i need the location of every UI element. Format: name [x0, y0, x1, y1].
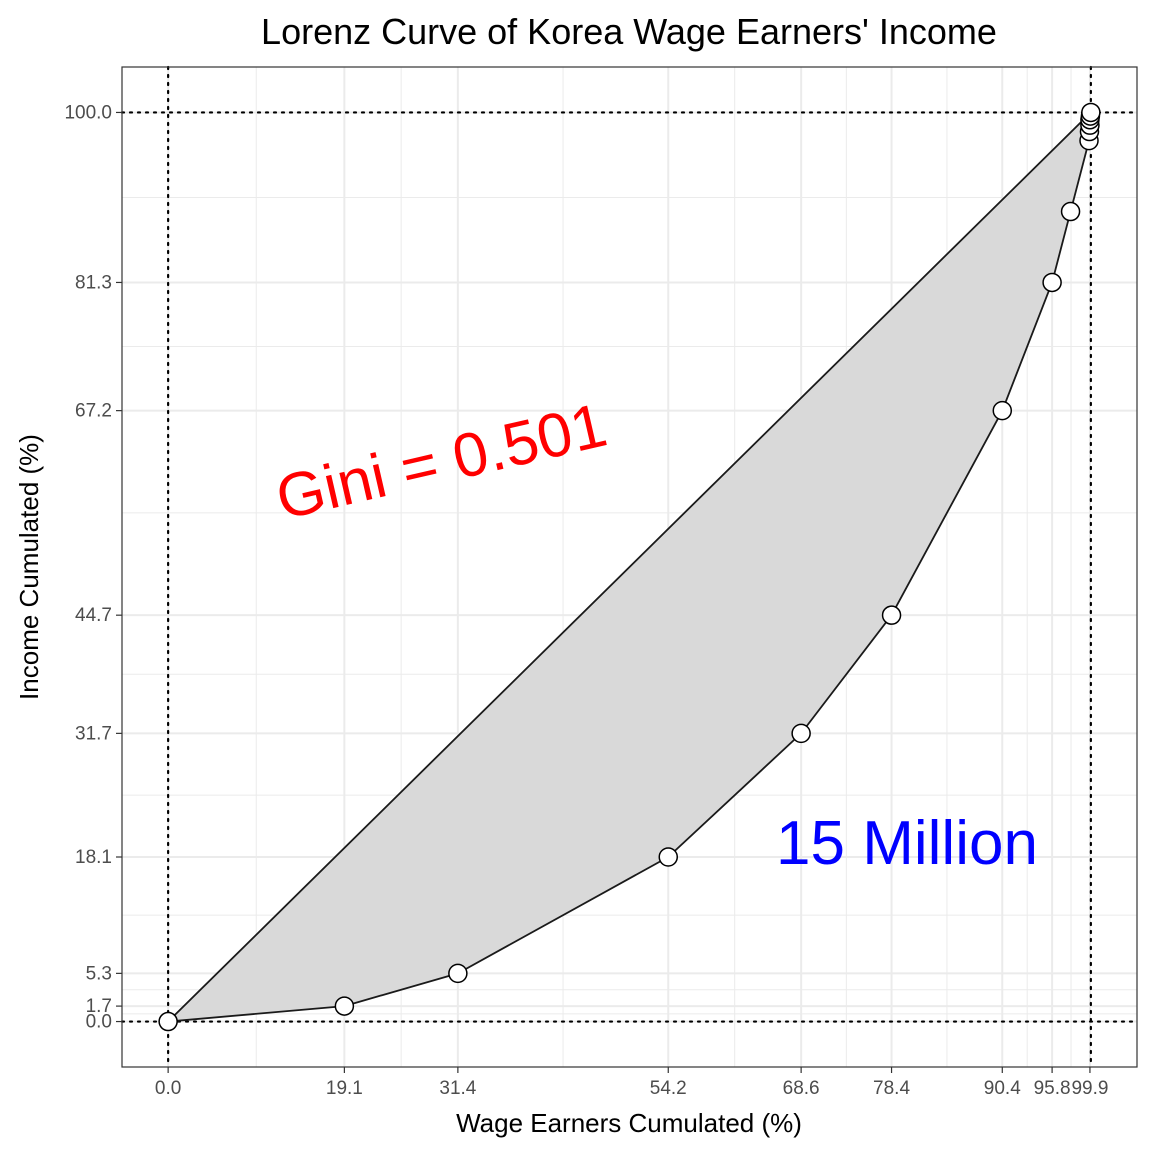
- plot-border: [121, 66, 1138, 1068]
- y-tick-label: 44.7: [75, 605, 112, 626]
- x-axis-title: Wage Earners Cumulated (%): [456, 1108, 802, 1138]
- x-tick-label: 31.4: [439, 1078, 476, 1099]
- x-tick-label: 99.9: [1071, 1078, 1108, 1099]
- reference-lines: [120, 65, 1139, 1069]
- x-tick-label: 90.4: [984, 1078, 1021, 1099]
- x-tick-label: 68.6: [783, 1078, 820, 1099]
- data-points: [158, 102, 1101, 1032]
- x-tick-label: 78.4: [873, 1078, 910, 1099]
- data-point: [1042, 272, 1062, 293]
- y-tick-label: 0.0: [86, 1012, 112, 1033]
- data-point: [1060, 201, 1081, 222]
- y-tick-label: 18.1: [75, 847, 112, 868]
- data-point: [881, 605, 902, 625]
- data-point: [791, 723, 811, 744]
- x-tick-label: 19.1: [326, 1078, 363, 1099]
- y-axis-title: Income Cumulated (%): [14, 434, 44, 700]
- data-point: [992, 400, 1013, 421]
- data-point: [158, 1011, 178, 1032]
- data-point: [334, 996, 355, 1016]
- x-tick-label: 0.0: [155, 1078, 181, 1099]
- data-point: [658, 847, 679, 867]
- x-axis: 0.0 19.1 31.4 54.2 68.6 78.4 90.4 95.8 99.9: [155, 1067, 1108, 1099]
- y-tick-label: 67.2: [75, 401, 112, 422]
- data-point: [448, 963, 468, 984]
- y-tick-label: 31.7: [75, 723, 112, 744]
- count-annotation: 15 Million: [776, 809, 1038, 878]
- y-axis: 0.01.7 5.3 18.1 31.7 44.7 67.2 81.3 100.0: [64, 102, 122, 1033]
- data-point: [1081, 102, 1101, 123]
- x-tick-label: 95.8: [1034, 1078, 1071, 1099]
- y-tick-label: 81.3: [75, 272, 112, 293]
- x-tick-label: 54.2: [650, 1078, 687, 1099]
- y-tick-label: 100.0: [64, 102, 112, 123]
- y-tick-label: 5.3: [86, 963, 112, 984]
- chart-title: Lorenz Curve of Korea Wage Earners' Inco…: [261, 11, 997, 52]
- y-tick-label: 1.7: [86, 996, 112, 1017]
